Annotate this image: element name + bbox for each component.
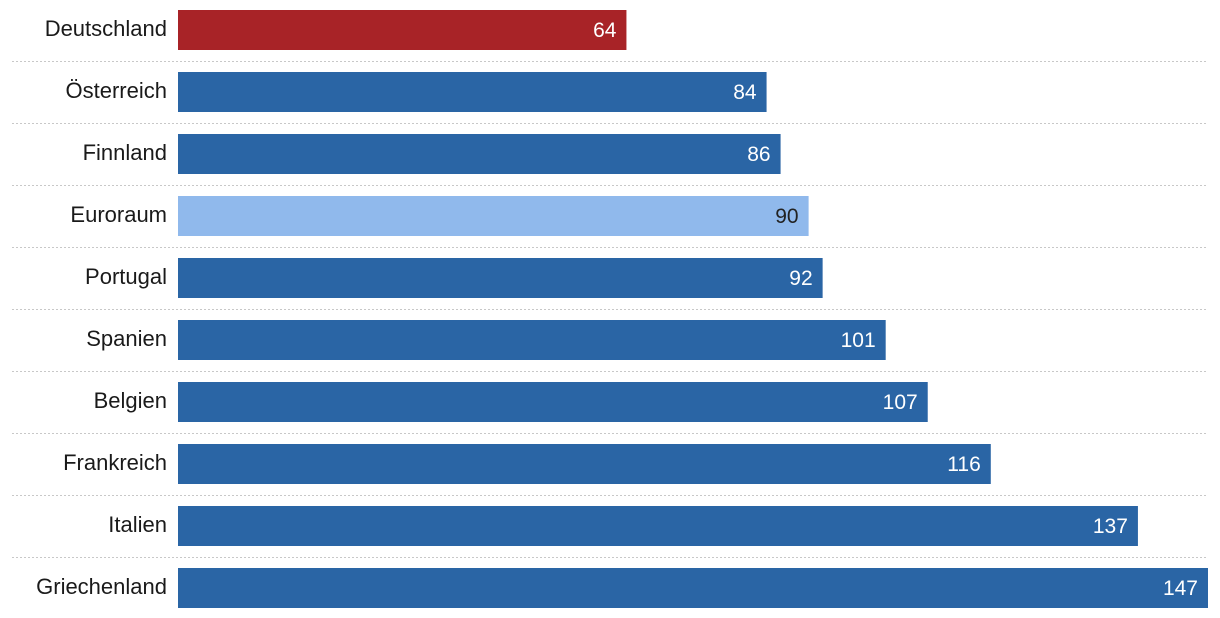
category-label-griechenland: Griechenland bbox=[36, 574, 167, 599]
category-labels: Deutschland Österreich Finnland Euroraum Por… bbox=[36, 16, 167, 599]
bar-euroraum bbox=[178, 196, 809, 236]
value-label-euroraum: 90 bbox=[775, 205, 798, 228]
bar-belgien bbox=[178, 382, 928, 422]
value-label-spanien: 101 bbox=[841, 329, 876, 352]
bar-deutschland bbox=[178, 10, 627, 50]
value-label-italien: 137 bbox=[1093, 515, 1128, 538]
category-label-spanien: Spanien bbox=[86, 326, 167, 351]
category-label-oesterreich: Österreich bbox=[66, 78, 167, 103]
value-label-finnland: 86 bbox=[747, 143, 770, 166]
value-label-griechenland: 147 bbox=[1163, 577, 1198, 600]
value-label-portugal: 92 bbox=[789, 267, 812, 290]
row-separators bbox=[12, 61, 1208, 558]
category-label-italien: Italien bbox=[108, 512, 167, 537]
category-label-portugal: Portugal bbox=[85, 264, 167, 289]
category-label-finnland: Finnland bbox=[83, 140, 167, 165]
category-label-belgien: Belgien bbox=[94, 388, 167, 413]
category-label-euroraum: Euroraum bbox=[70, 202, 167, 227]
bar-finnland bbox=[178, 134, 781, 174]
value-label-deutschland: 64 bbox=[593, 19, 617, 42]
bars bbox=[178, 10, 1208, 608]
value-labels: 64 84 86 90 92 101 107 116 137 147 bbox=[593, 19, 1198, 600]
bar-griechenland bbox=[178, 568, 1208, 608]
value-label-frankreich: 116 bbox=[947, 453, 980, 476]
bar-italien bbox=[178, 506, 1138, 546]
bar-oesterreich bbox=[178, 72, 767, 112]
category-label-frankreich: Frankreich bbox=[63, 450, 167, 475]
value-label-belgien: 107 bbox=[883, 391, 918, 414]
value-label-oesterreich: 84 bbox=[733, 81, 757, 104]
category-label-deutschland: Deutschland bbox=[45, 16, 167, 41]
bar-portugal bbox=[178, 258, 823, 298]
bar-frankreich bbox=[178, 444, 991, 484]
bar-spanien bbox=[178, 320, 886, 360]
